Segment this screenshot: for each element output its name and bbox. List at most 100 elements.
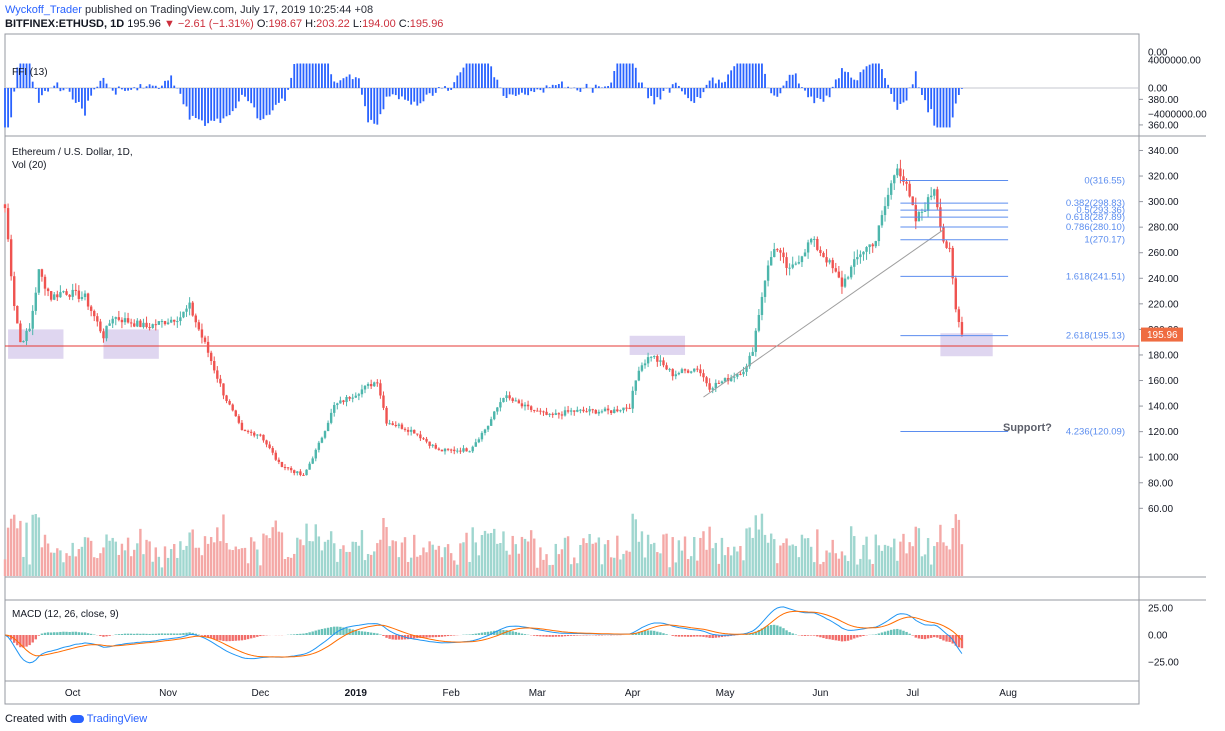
macd-histogram-bar <box>893 629 896 635</box>
ffi-bar <box>939 88 942 128</box>
macd-histogram-bar <box>723 635 727 637</box>
macd-histogram-bar <box>323 628 327 635</box>
candle-body <box>240 422 244 430</box>
chart-header: Wyckoff_Trader published on TradingView.… <box>5 3 443 31</box>
ffi-bar <box>4 88 6 128</box>
volume-bars <box>3 513 964 576</box>
macd-histogram-bar <box>299 633 302 635</box>
candle-body <box>231 404 234 411</box>
volume-bar <box>939 524 942 576</box>
candle-body <box>526 404 530 407</box>
ffi-bar <box>148 84 151 88</box>
macd-histogram-bar <box>105 635 108 637</box>
price-tick-label: 80.00 <box>1148 478 1173 489</box>
ffi-bar <box>241 88 243 95</box>
candle-body <box>289 468 293 471</box>
macd-histogram-bar <box>489 631 493 635</box>
macd-histogram-bar <box>791 633 794 635</box>
ffi-bar <box>311 63 314 88</box>
ffi-bar <box>407 88 409 101</box>
ffi-bar <box>133 87 136 88</box>
macd-histogram-bar <box>794 634 797 635</box>
candle-body <box>493 411 496 420</box>
volume-bar <box>625 550 628 576</box>
ffi-bar <box>696 88 699 97</box>
price-tick-label: 340.00 <box>1148 146 1179 157</box>
candle-body <box>317 442 321 450</box>
volume-bar <box>708 526 711 576</box>
volume-bar <box>680 550 684 576</box>
ffi-bar <box>619 63 622 88</box>
candle-body <box>228 401 231 405</box>
volume-bar <box>705 549 708 576</box>
volume-bar <box>142 554 145 576</box>
volume-bar <box>117 554 121 576</box>
volume-bar <box>742 560 745 576</box>
volume-bar <box>899 541 902 576</box>
volume-bar <box>385 527 388 576</box>
candle-body <box>551 413 554 415</box>
candle-body <box>514 400 517 402</box>
ffi-bar <box>862 69 865 88</box>
candle-body <box>296 471 299 474</box>
candle-body <box>816 238 819 250</box>
volume-bar <box>179 541 182 576</box>
volume-bar <box>914 526 917 576</box>
volume-bar <box>391 540 394 576</box>
ffi-bar <box>77 88 80 102</box>
author-link[interactable]: Wyckoff_Trader <box>5 4 82 16</box>
candle-body <box>659 360 662 362</box>
candle-body <box>271 448 274 453</box>
volume-bar <box>406 561 410 576</box>
macd-histogram-bar <box>329 627 333 635</box>
macd-histogram-bar <box>40 633 44 635</box>
volume-bar <box>877 545 881 576</box>
macd-histogram-bar <box>505 630 508 635</box>
candle-body <box>680 369 684 374</box>
macd-histogram-bar <box>683 635 687 637</box>
tradingview-brand[interactable]: TradingView <box>86 713 148 725</box>
volume-bar <box>329 531 333 576</box>
candle-body <box>628 407 631 409</box>
candle-body <box>173 319 176 322</box>
volume-bar <box>665 533 668 576</box>
ffi-bar <box>105 83 108 88</box>
support-zone-box <box>940 333 993 357</box>
candle-body <box>889 183 893 195</box>
macd-histogram-bar <box>259 635 262 637</box>
macd-histogram-bar <box>296 633 299 635</box>
volume-bar <box>889 547 893 576</box>
candle-body <box>803 252 807 257</box>
volume-bar <box>945 545 948 576</box>
candle-body <box>754 330 757 352</box>
volume-bar <box>53 552 56 576</box>
macd-histogram-bar <box>551 635 554 637</box>
volume-bar <box>434 549 437 576</box>
candle-body <box>508 395 511 399</box>
candle-body <box>576 409 579 412</box>
ffi-bar <box>730 70 733 88</box>
volume-bar <box>613 557 616 576</box>
volume-bar <box>822 561 825 576</box>
ffi-bar <box>671 84 674 88</box>
candles <box>3 159 964 477</box>
candle-body <box>896 168 899 176</box>
ffi-bar <box>277 88 280 103</box>
ffi-bar <box>662 88 665 91</box>
candle-body <box>723 378 727 382</box>
macd-histogram-bar <box>213 635 216 640</box>
candle-body <box>388 423 391 425</box>
volume-bar <box>791 544 794 576</box>
volume-bar <box>308 541 311 576</box>
volume-bar <box>951 527 954 576</box>
macd-histogram-bar <box>717 635 721 638</box>
macd-histogram-bar <box>782 628 785 635</box>
ohlc-high-label: H: <box>305 18 317 30</box>
volume-bar <box>619 559 622 576</box>
ffi-bar <box>234 88 237 109</box>
volume-bar <box>249 537 253 576</box>
candle-body <box>129 322 133 324</box>
ffi-bar <box>714 83 717 88</box>
ffi-bar <box>161 85 163 88</box>
